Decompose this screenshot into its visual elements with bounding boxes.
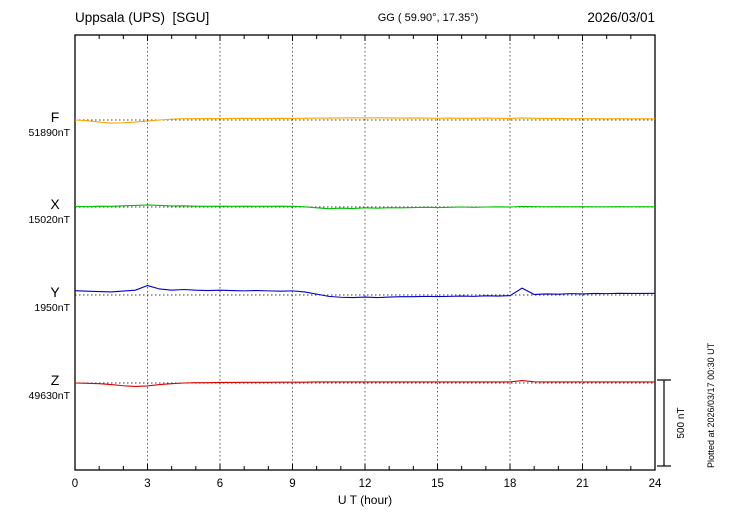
component-traces <box>74 117 656 387</box>
component-label-Z: Z <box>51 372 60 388</box>
component-baselines <box>75 119 655 384</box>
trace-Y <box>74 284 656 299</box>
trace-Z <box>74 380 655 387</box>
x-tick-label: 15 <box>431 478 444 490</box>
component-label-X: X <box>50 196 60 212</box>
x-tick-label: 21 <box>576 478 589 490</box>
scale-bar-label: 500 nT <box>676 407 687 438</box>
component-label-F: F <box>51 109 60 125</box>
plotted-at-note: Plotted at 2026/03/17 00:30 UT <box>706 342 716 468</box>
component-baseline-value-Y: 1950nT <box>34 302 70 314</box>
x-axis-label: U T (hour) <box>338 493 392 507</box>
component-baseline-value-X: 15020nT <box>29 214 71 226</box>
x-tick-label: 9 <box>289 478 295 490</box>
date-label: 2026/03/01 <box>587 10 655 25</box>
x-tick-label: 18 <box>504 478 517 490</box>
station-title: Uppsala (UPS) [SGU] <box>75 10 209 25</box>
component-baseline-value-Z: 49630nT <box>29 390 71 402</box>
x-tick-label: 3 <box>144 478 150 490</box>
x-tick-label: 0 <box>72 478 78 490</box>
scale-bar: 500 nT <box>657 379 687 467</box>
x-tick-labels: 0 3 6 9 12 15 18 21 24 <box>72 478 662 490</box>
component-baseline-value-F: 51890nT <box>29 127 71 139</box>
gridlines <box>147 35 583 470</box>
minor-ticks <box>74 35 656 470</box>
trace-F <box>74 117 655 124</box>
component-labels: F 51890nT X 15020nT Y 1950nT Z 49630nT <box>29 109 71 402</box>
x-tick-label: 6 <box>217 478 223 490</box>
trace-X <box>74 204 656 210</box>
x-tick-label: 12 <box>359 478 372 490</box>
geo-coordinates: GG ( 59.90°, 17.35°) <box>378 12 479 24</box>
component-label-Y: Y <box>50 284 60 300</box>
x-tick-label: 24 <box>649 478 662 490</box>
